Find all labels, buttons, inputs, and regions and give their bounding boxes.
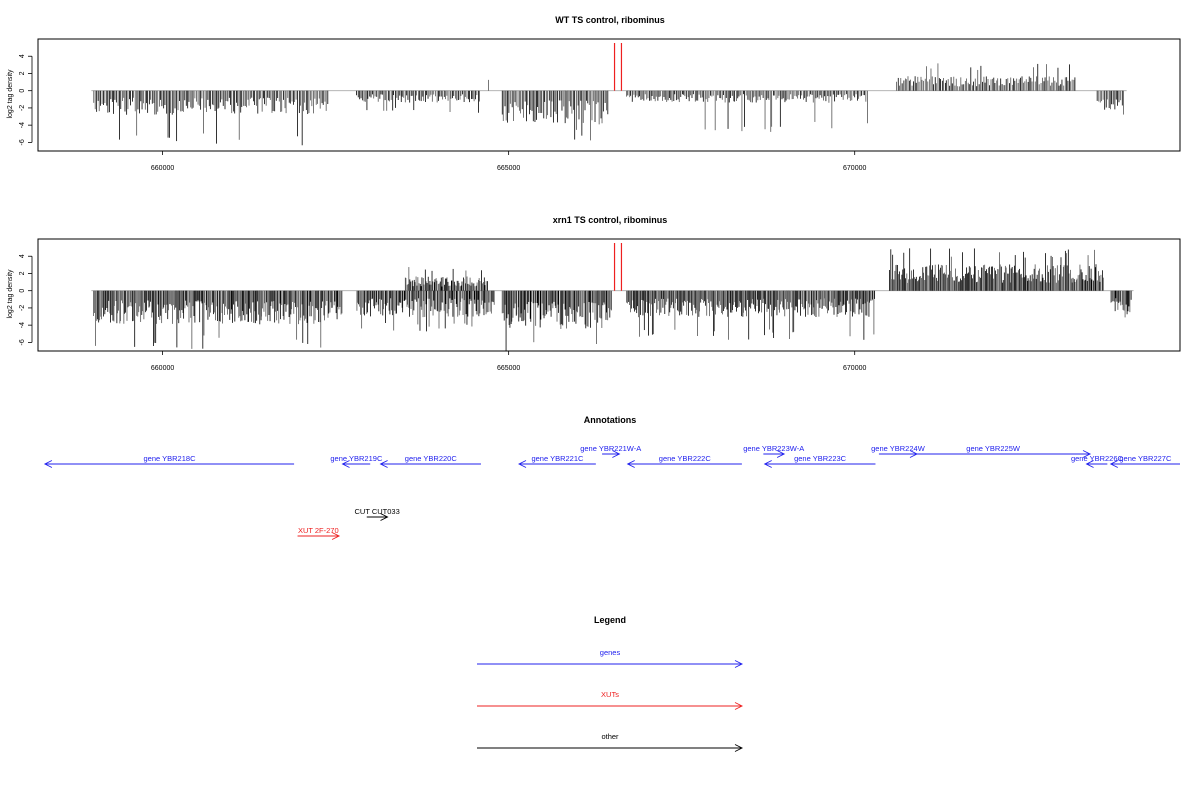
wt-plot-frame [37, 38, 1181, 152]
legend-arrowhead [734, 744, 744, 752]
legend-label: genes [600, 648, 621, 657]
xrn1-x-tick-label: 660000 [151, 365, 174, 372]
wt-y-tick-label: 4 [19, 54, 26, 58]
wt-y-tick-label: -2 [19, 105, 26, 111]
wt-y-axis-label: log2 tag density [7, 69, 14, 119]
annotation-arrowhead [1082, 450, 1092, 458]
annotation-arrowhead [379, 460, 388, 468]
annotations-track: Annotations gene YBR218C gene YBR219C gene… [43, 415, 1180, 540]
annotation-label: gene YBR221C [531, 454, 584, 463]
annotation-label: gene YBR221W-A [580, 444, 641, 453]
annotation-arrowhead [1085, 460, 1094, 468]
annotation-arrowhead [1109, 460, 1118, 468]
annotation-label: CUT CUT033 [354, 507, 399, 516]
legend: Legend genes XUTs other [477, 615, 744, 752]
annotation-arrowhead [380, 513, 389, 521]
xrn1-plot-frame [37, 238, 1181, 352]
xrn1-y-tick-label: 2 [19, 271, 26, 275]
wt-panel-title: WT TS control, ribominus [555, 15, 665, 25]
xrn1-y-tick-label: 4 [19, 254, 26, 258]
wt-coverage-panel: WT TS control, ribominus log2 tag densit… [7, 15, 1181, 172]
annotation-arrowhead [341, 460, 350, 468]
annotation-arrowhead [626, 460, 635, 468]
annotation-label: gene YBR226C [1071, 454, 1124, 463]
legend-arrowhead [734, 660, 744, 668]
legend-arrowhead [734, 702, 744, 710]
wt-x-tick-label: 665000 [497, 165, 520, 172]
annotation-arrowhead [763, 460, 772, 468]
legend-title: Legend [594, 615, 626, 625]
annotation-label: gene YBR227C [1119, 454, 1172, 463]
wt-y-tick-label: -4 [19, 122, 26, 128]
annotation-label: gene YBR222C [659, 454, 712, 463]
xrn1-panel-title: xrn1 TS control, ribominus [553, 215, 668, 225]
xrn1-x-tick-label: 670000 [843, 365, 866, 372]
xrn1-y-axis: 4 2 0 -2 -4 -6 [19, 254, 33, 346]
xrn1-y-tick-label: -6 [19, 339, 26, 345]
annotation-label: gene YBR218C [144, 454, 197, 463]
legend-label: XUTs [601, 690, 619, 699]
annotation-label: gene YBR219C [330, 454, 383, 463]
wt-y-tick-label: 2 [19, 71, 26, 75]
wt-y-tick-label: 0 [19, 89, 26, 93]
annotation-label: XUT 2F-270 [298, 526, 339, 535]
annotation-label: gene YBR223C [794, 454, 847, 463]
xrn1-y-axis-label: log2 tag density [7, 269, 14, 319]
xrn1-x-axis: 660000 665000 670000 [151, 351, 866, 372]
wt-x-tick-label: 660000 [151, 165, 174, 172]
annotation-arrowhead [518, 460, 527, 468]
xrn1-coverage-panel: xrn1 TS control, ribominus log2 tag dens… [7, 215, 1181, 372]
xrn1-y-tick-label: -4 [19, 322, 26, 328]
annotation-arrowhead [43, 460, 53, 468]
annotation-arrowhead [612, 450, 621, 458]
wt-y-tick-label: -6 [19, 139, 26, 145]
wt-y-axis: 4 2 0 -2 -4 -6 [19, 54, 33, 146]
legend-items: genes XUTs other [477, 648, 744, 752]
wt-red-markers [613, 43, 623, 91]
xrn1-red-markers [613, 243, 623, 291]
xrn1-y-tick-label: 0 [19, 289, 26, 293]
legend-label: other [601, 732, 619, 741]
annotations-title: Annotations [584, 415, 637, 425]
annotation-label: gene YBR224W [871, 444, 926, 453]
annotation-label: gene YBR220C [405, 454, 458, 463]
xrn1-coverage-bars [91, 248, 1134, 351]
annotation-arrowhead [331, 532, 341, 540]
xrn1-y-tick-label: -2 [19, 305, 26, 311]
annotation-features: gene YBR218C gene YBR219C gene YBR220C gene… [43, 444, 1180, 540]
wt-x-tick-label: 670000 [843, 165, 866, 172]
xrn1-x-tick-label: 665000 [497, 365, 520, 372]
annotation-label: gene YBR223W-A [743, 444, 804, 453]
wt-x-axis: 660000 665000 670000 [151, 151, 866, 172]
annotation-label: gene YBR225W [966, 444, 1021, 453]
annotation-arrowhead [776, 450, 786, 458]
wt-coverage-bars [91, 63, 1127, 146]
